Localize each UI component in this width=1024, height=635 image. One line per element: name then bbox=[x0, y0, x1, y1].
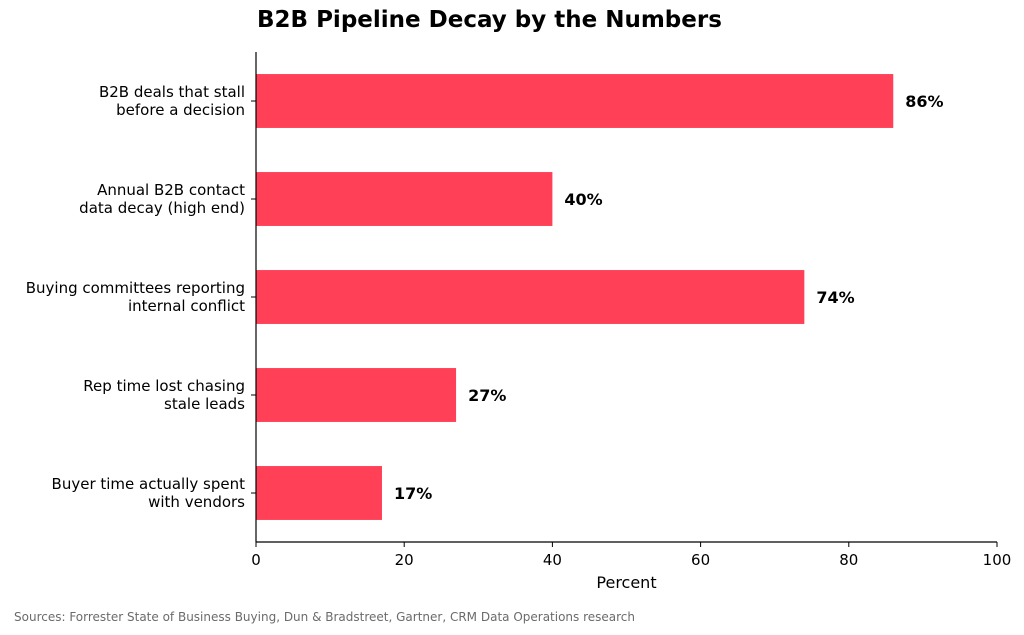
x-tick-label-4: 80 bbox=[839, 551, 858, 569]
category-label-4: Buyer time actually spent with vendors bbox=[52, 475, 246, 511]
category-label-0: B2B deals that stall before a decision bbox=[99, 83, 245, 119]
data-label-3: 27% bbox=[468, 386, 506, 405]
x-tick-label-5: 100 bbox=[983, 551, 1012, 569]
chart-title: B2B Pipeline Decay by the Numbers bbox=[257, 7, 722, 33]
source-note: Sources: Forrester State of Business Buy… bbox=[14, 610, 636, 624]
bar-2 bbox=[256, 270, 805, 324]
x-tick-label-1: 20 bbox=[395, 551, 414, 569]
category-label-2: Buying committees reporting internal conf… bbox=[26, 279, 245, 315]
data-label-2: 74% bbox=[816, 288, 854, 307]
x-axis-label: Percent bbox=[596, 573, 656, 592]
bar-1 bbox=[256, 172, 553, 226]
x-tick-label-2: 40 bbox=[543, 551, 562, 569]
data-label-4: 17% bbox=[394, 484, 432, 503]
bar-0 bbox=[256, 74, 894, 128]
data-label-0: 86% bbox=[905, 92, 943, 111]
bar-3 bbox=[256, 368, 457, 422]
data-label-1: 40% bbox=[564, 190, 602, 209]
x-tick-label-3: 60 bbox=[691, 551, 710, 569]
category-label-1: Annual B2B contact data decay (high end) bbox=[79, 181, 245, 217]
category-label-3: Rep time lost chasing stale leads bbox=[83, 377, 245, 413]
bar-4 bbox=[256, 466, 382, 520]
x-tick-label-0: 0 bbox=[251, 551, 261, 569]
